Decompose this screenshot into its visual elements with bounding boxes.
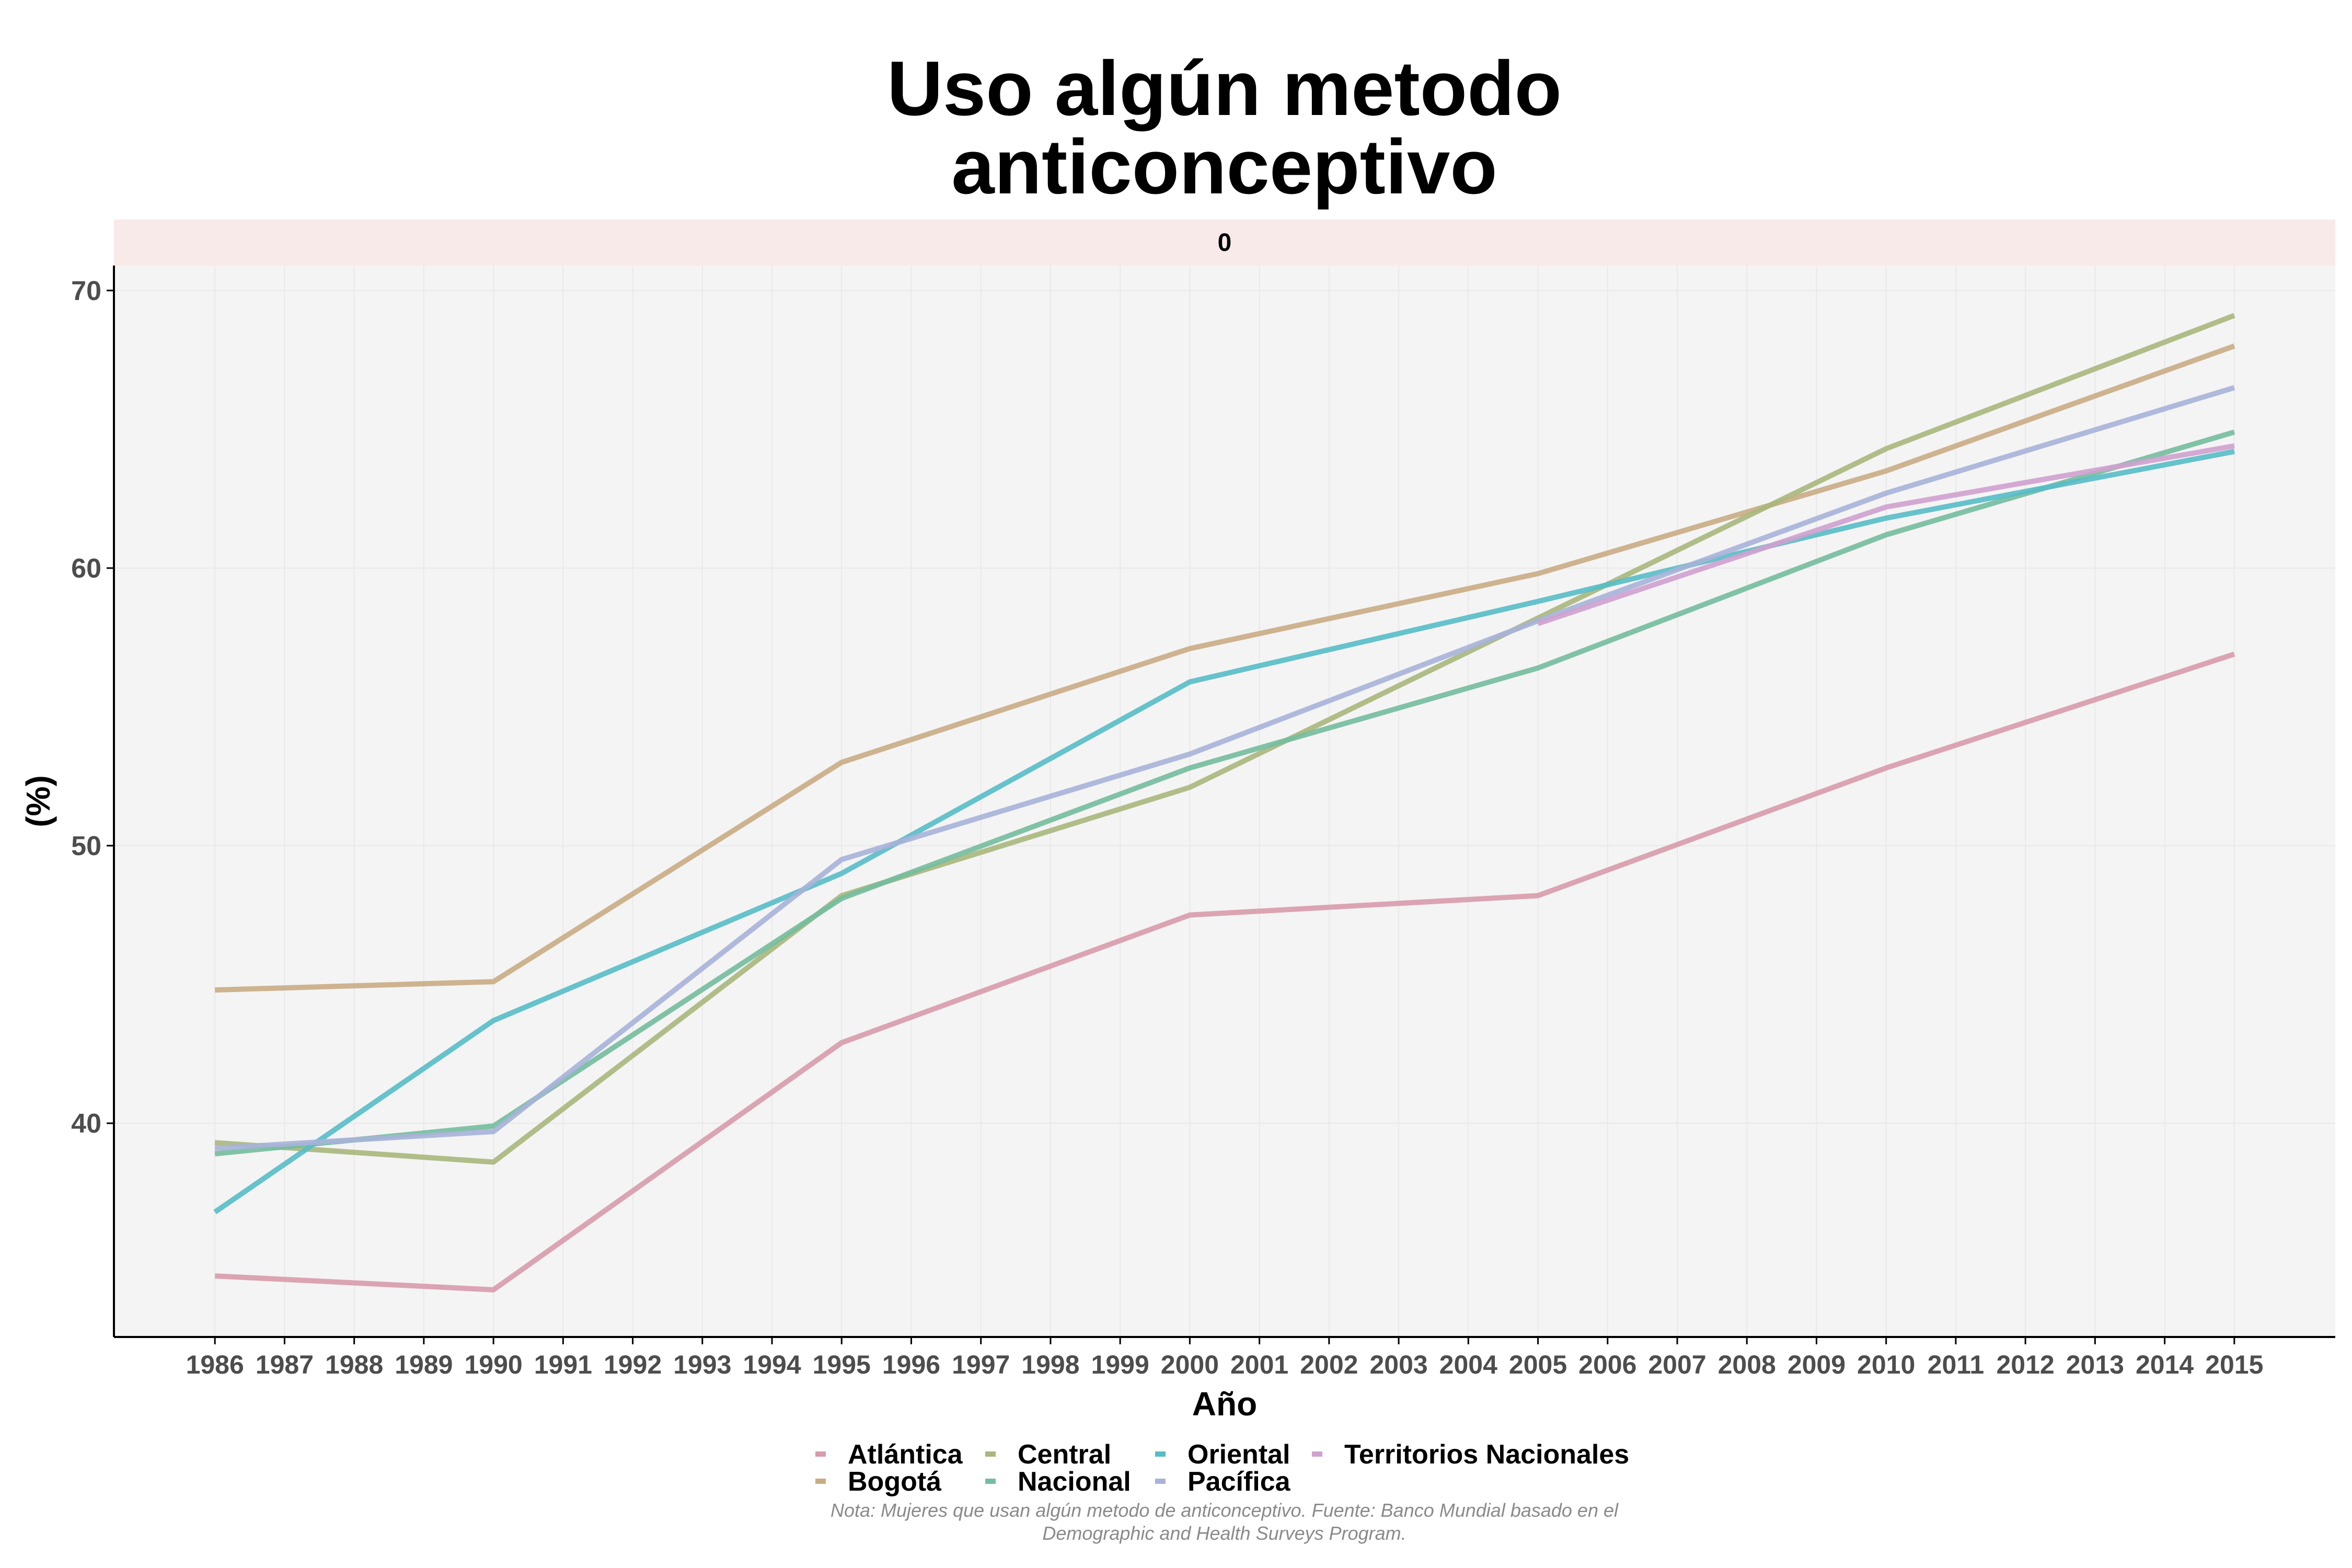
facet-label: 0: [1218, 229, 1232, 257]
chart-caption: Nota: Mujeres que usan algún metodo de a…: [0, 1499, 2352, 1545]
x-tick-label: 2009: [1788, 1350, 1846, 1379]
y-tick-label: 70: [71, 276, 101, 306]
x-tick-label: 2014: [2136, 1350, 2194, 1379]
x-tick-label: 2003: [1369, 1350, 1427, 1379]
x-tick-label: 1992: [604, 1350, 662, 1379]
x-tick-label: 2015: [2205, 1350, 2263, 1379]
grid-lines: [114, 266, 2335, 1337]
x-axis-title: Año: [1192, 1385, 1257, 1423]
chart-title-line-1: Uso algún metodo: [887, 45, 1562, 132]
x-tick-label: 1995: [813, 1350, 871, 1379]
x-tick-label: 1986: [186, 1350, 244, 1379]
x-tick-label: 1996: [882, 1350, 940, 1379]
chart-title-line-2: anticonceptivo: [951, 124, 1497, 210]
legend-label-Atlántica: Atlántica: [848, 1439, 963, 1470]
x-tick-label: 1999: [1091, 1350, 1149, 1379]
plot-panel: [114, 266, 2335, 1337]
x-tick-label: 2012: [1997, 1350, 2055, 1379]
legend: Atlántica Central Oriental Territorios Naci…: [815, 1439, 1629, 1497]
x-tick-label: 2001: [1230, 1350, 1288, 1379]
caption-line-1: Nota: Mujeres que usan algún metodo de a…: [831, 1500, 1618, 1521]
x-tick-label: 1987: [256, 1350, 314, 1379]
legend-label-Pacífica: Pacífica: [1187, 1467, 1291, 1497]
y-tick-label: 40: [71, 1109, 101, 1139]
x-tick-label: 1991: [534, 1350, 592, 1379]
y-tick-label: 60: [71, 554, 101, 584]
x-tick-label: 2011: [1928, 1350, 1984, 1379]
x-tick-label: 1994: [743, 1350, 801, 1379]
legend-label-Nacional: Nacional: [1018, 1467, 1131, 1497]
x-tick-label: 2000: [1161, 1350, 1219, 1379]
x-tick-label: 1990: [464, 1350, 522, 1379]
series-line-Bogotá: [215, 343, 2235, 993]
x-tick-label: 1993: [673, 1350, 731, 1379]
y-axis-ticks: 40 50 60 70: [71, 276, 114, 1139]
x-tick-label: 1997: [952, 1350, 1010, 1379]
x-tick-label: 1988: [325, 1350, 383, 1379]
legend-label-Bogotá: Bogotá: [848, 1467, 942, 1497]
x-tick-label: 2008: [1718, 1350, 1776, 1379]
series-line-Nacional: [214, 429, 2235, 1157]
x-tick-label: 2005: [1509, 1350, 1567, 1379]
x-axis-ticks: 1986 1987 1988 1989 1990 1991 1992 1993 1994 1995…: [186, 1337, 2263, 1379]
x-tick-label: 2013: [2066, 1350, 2124, 1379]
series-line-Territorios Nacionales: [1537, 443, 2235, 626]
x-tick-label: 2006: [1578, 1350, 1636, 1379]
x-tick-label: 2002: [1300, 1350, 1358, 1379]
legend-label-Central: Central: [1018, 1439, 1111, 1470]
y-axis-title: (%): [19, 775, 57, 827]
series-line-Pacífica: [214, 385, 2235, 1151]
series-line-Atlántica: [214, 651, 2235, 1293]
chart-title: Uso algún metodo anticonceptivo: [0, 50, 2352, 206]
x-tick-label: 2007: [1648, 1350, 1706, 1379]
x-tick-label: 1998: [1021, 1350, 1079, 1379]
facet-strip: [114, 220, 2335, 266]
y-tick-label: 50: [71, 831, 101, 861]
legend-label-Territorios Nacionales: Territorios Nacionales: [1344, 1439, 1629, 1470]
x-tick-label: 2010: [1857, 1350, 1915, 1379]
x-tick-label: 2004: [1439, 1350, 1497, 1379]
series-line-Central: [214, 313, 2235, 1165]
x-tick-label: 1989: [395, 1350, 453, 1379]
series-lines: [213, 313, 2235, 1293]
caption-line-2: Demographic and Health Surveys Program.: [1042, 1523, 1406, 1544]
legend-label-Oriental: Oriental: [1187, 1439, 1290, 1470]
series-line-Oriental: [213, 448, 2235, 1215]
